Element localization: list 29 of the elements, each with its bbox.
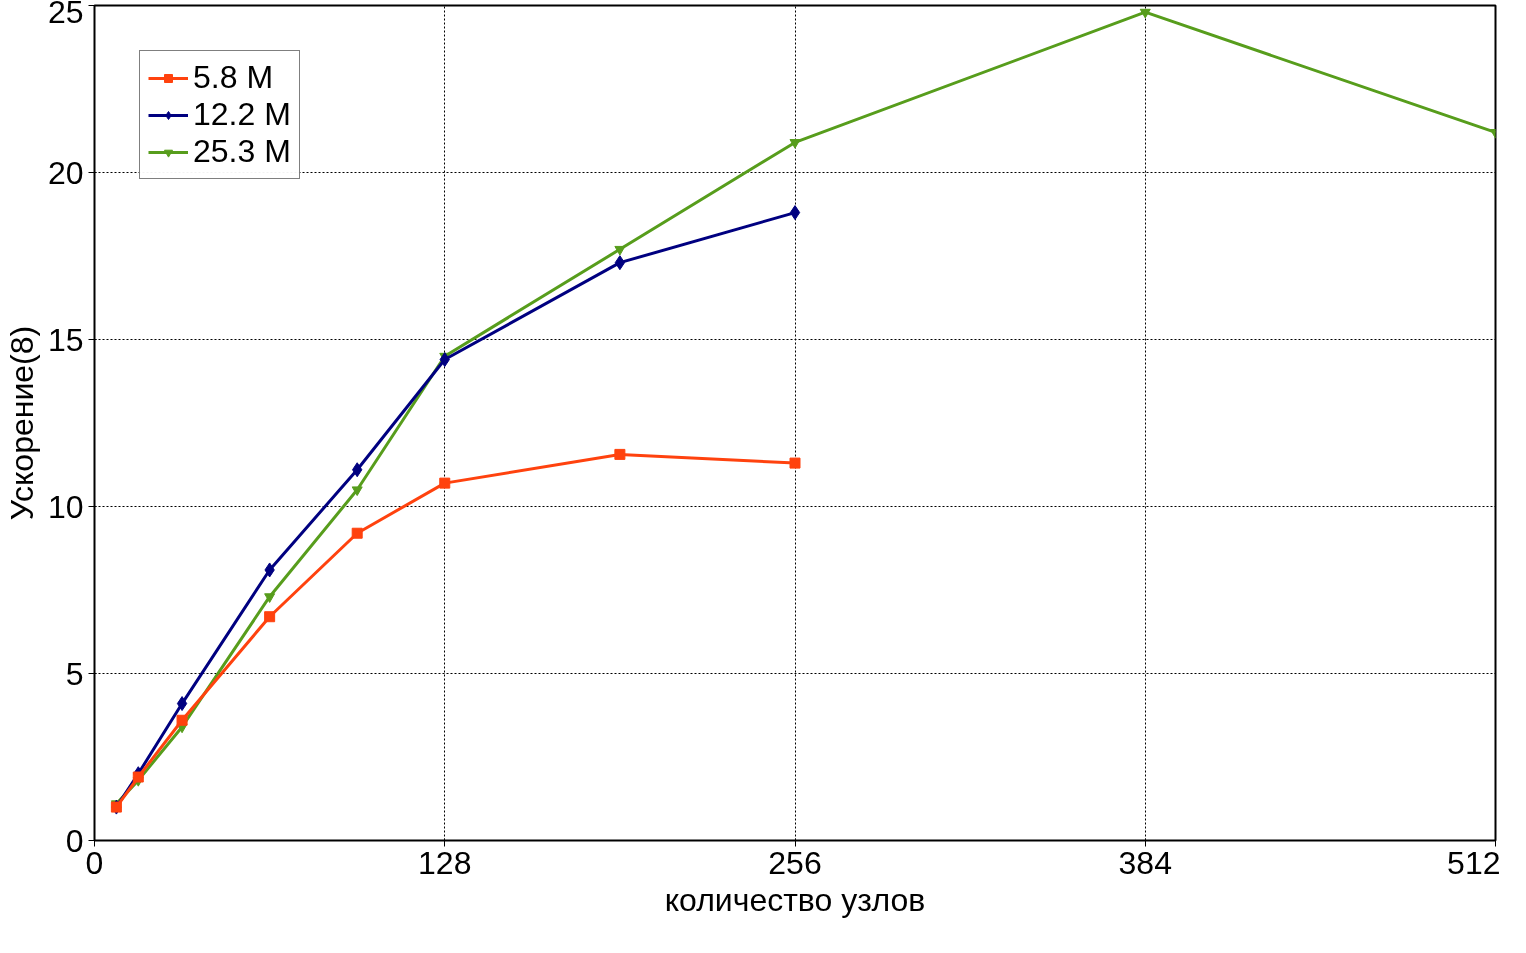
y-axis-title: Ускорение(8) xyxy=(3,325,40,521)
x-tick-label: 256 xyxy=(768,844,822,881)
y-tick-label: 25 xyxy=(47,0,84,30)
point xyxy=(176,696,188,712)
x-tick-label: 384 xyxy=(1118,844,1172,881)
point xyxy=(264,611,276,623)
point xyxy=(614,245,626,256)
x-tick-label: 128 xyxy=(418,844,472,881)
legend-label: 12.2 M xyxy=(193,96,291,133)
x-axis-title: количество узлов xyxy=(664,881,926,918)
point xyxy=(351,527,363,539)
point xyxy=(614,448,626,460)
point xyxy=(614,255,626,271)
y-tick-label: 15 xyxy=(47,321,84,358)
point xyxy=(132,771,144,783)
y-tick-label: 5 xyxy=(65,655,84,692)
point xyxy=(264,593,276,603)
y-tick-label: 10 xyxy=(47,488,84,525)
legend-label: 5.8 M xyxy=(193,59,274,96)
legend-label: 25.3 M xyxy=(193,133,291,170)
point xyxy=(351,486,363,497)
point xyxy=(1139,8,1151,19)
point xyxy=(789,457,801,469)
point xyxy=(789,139,801,149)
x-tick-label: 512 xyxy=(1447,844,1501,881)
point xyxy=(176,714,188,726)
point xyxy=(439,477,451,489)
point xyxy=(789,205,801,221)
y-tick-label: 20 xyxy=(47,154,84,191)
